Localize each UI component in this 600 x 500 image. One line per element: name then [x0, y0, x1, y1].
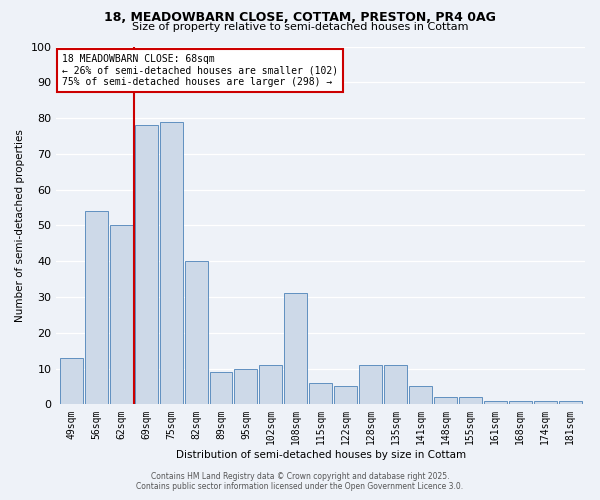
- Bar: [559, 401, 581, 404]
- Text: 18 MEADOWBARN CLOSE: 68sqm
← 26% of semi-detached houses are smaller (102)
75% o: 18 MEADOWBARN CLOSE: 68sqm ← 26% of semi…: [62, 54, 338, 87]
- Bar: [484, 401, 507, 404]
- Text: 18, MEADOWBARN CLOSE, COTTAM, PRESTON, PR4 0AG: 18, MEADOWBARN CLOSE, COTTAM, PRESTON, P…: [104, 11, 496, 24]
- Bar: [110, 226, 133, 404]
- Bar: [284, 294, 307, 405]
- Bar: [359, 365, 382, 405]
- Text: Size of property relative to semi-detached houses in Cottam: Size of property relative to semi-detach…: [132, 22, 468, 32]
- X-axis label: Distribution of semi-detached houses by size in Cottam: Distribution of semi-detached houses by …: [176, 450, 466, 460]
- Bar: [135, 125, 158, 404]
- Bar: [384, 365, 407, 405]
- Bar: [235, 368, 257, 404]
- Bar: [509, 401, 532, 404]
- Bar: [334, 386, 357, 404]
- Bar: [209, 372, 232, 404]
- Bar: [409, 386, 432, 404]
- Bar: [60, 358, 83, 405]
- Bar: [459, 397, 482, 404]
- Bar: [533, 401, 557, 404]
- Bar: [259, 365, 283, 405]
- Text: Contains HM Land Registry data © Crown copyright and database right 2025.
Contai: Contains HM Land Registry data © Crown c…: [136, 472, 464, 491]
- Y-axis label: Number of semi-detached properties: Number of semi-detached properties: [15, 129, 25, 322]
- Bar: [185, 261, 208, 404]
- Bar: [309, 383, 332, 404]
- Bar: [85, 211, 108, 404]
- Bar: [434, 397, 457, 404]
- Bar: [160, 122, 182, 405]
